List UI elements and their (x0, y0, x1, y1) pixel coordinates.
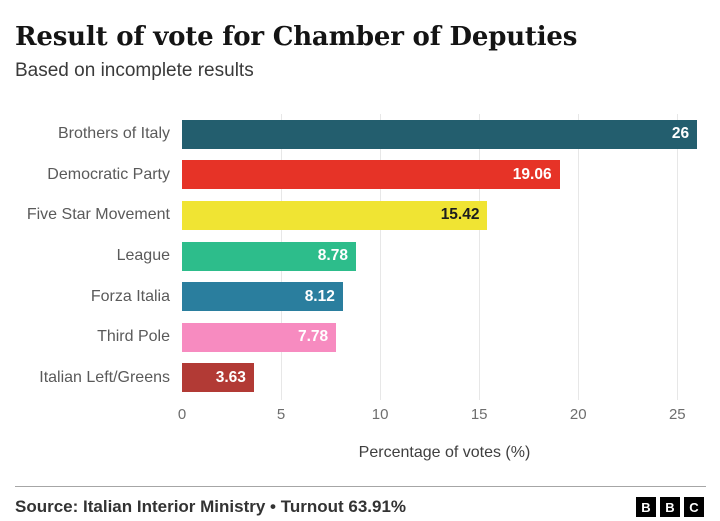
bar-value-label: 8.12 (304, 287, 335, 305)
bar-track: 15.42 (182, 200, 707, 230)
bar: 3.63 (182, 363, 254, 393)
bar: 8.12 (182, 282, 343, 312)
chart-subtitle: Based on incomplete results (15, 60, 254, 81)
bar-row: Five Star Movement 15.42 (0, 195, 707, 236)
category-label: Forza Italia (90, 287, 170, 305)
bar: 19.06 (182, 160, 560, 190)
bbc-logo-block: B (660, 497, 680, 517)
bar: 15.42 (182, 200, 488, 230)
source-text: Source: Italian Interior Ministry • Turn… (15, 497, 407, 516)
bar-row: Forza Italia 8.12 (0, 276, 707, 317)
gridline (578, 114, 580, 400)
bar-value-label: 26 (671, 125, 690, 143)
bar-track: 3.63 (182, 363, 707, 393)
bar: 7.78 (182, 322, 337, 352)
x-tick-label: 25 (668, 406, 686, 423)
x-tick-label: 20 (569, 406, 587, 423)
category-label: Brothers of Italy (57, 125, 170, 143)
x-axis-ticks: 0 5 10 15 20 25 (178, 406, 707, 426)
gridline (479, 114, 481, 400)
x-tick-label: 10 (371, 406, 389, 423)
bar-track: 7.78 (182, 322, 707, 352)
bar: 26 (182, 119, 698, 149)
category-label: Third Pole (97, 328, 170, 346)
category-label: Five Star Movement (26, 206, 170, 224)
gridline (380, 114, 382, 400)
bar-value-label: 15.42 (440, 206, 480, 224)
bar-value-label: 3.63 (215, 368, 246, 386)
bbc-logo-block: B (636, 497, 656, 517)
bar-track: 8.12 (182, 282, 707, 312)
bbc-logo-block: C (684, 497, 704, 517)
x-tick-label: 5 (276, 406, 286, 423)
chart-title: Result of vote for Chamber of Deputies (15, 22, 578, 52)
category-label: Democratic Party (47, 165, 170, 183)
footer-divider (15, 486, 706, 487)
category-label: League (116, 247, 170, 265)
bar-value-label: 7.78 (297, 328, 329, 346)
bar-row: Italian Left/Greens 3.63 (0, 358, 707, 399)
bar-track: 19.06 (182, 160, 707, 190)
bar-rows: Brothers of Italy 26 Democratic Party 19.06… (0, 114, 707, 398)
x-tick-label: 0 (177, 406, 187, 423)
bar-row: Third Pole 7.78 (0, 317, 707, 358)
bar-value-label: 19.06 (512, 165, 552, 183)
x-tick-label: 15 (470, 406, 488, 423)
bar: 8.78 (182, 241, 356, 271)
gridline (677, 114, 679, 400)
bar-row: Brothers of Italy 26 (0, 114, 707, 155)
bar-row: League 8.78 (0, 236, 707, 277)
category-label: Italian Left/Greens (39, 368, 170, 386)
bar-row: Democratic Party 19.06 (0, 155, 707, 196)
x-axis-label: Percentage of votes (%) (358, 444, 531, 461)
bar-value-label: 8.78 (317, 247, 348, 265)
bar-track: 26 (182, 119, 707, 149)
bar-track: 8.78 (182, 241, 707, 271)
